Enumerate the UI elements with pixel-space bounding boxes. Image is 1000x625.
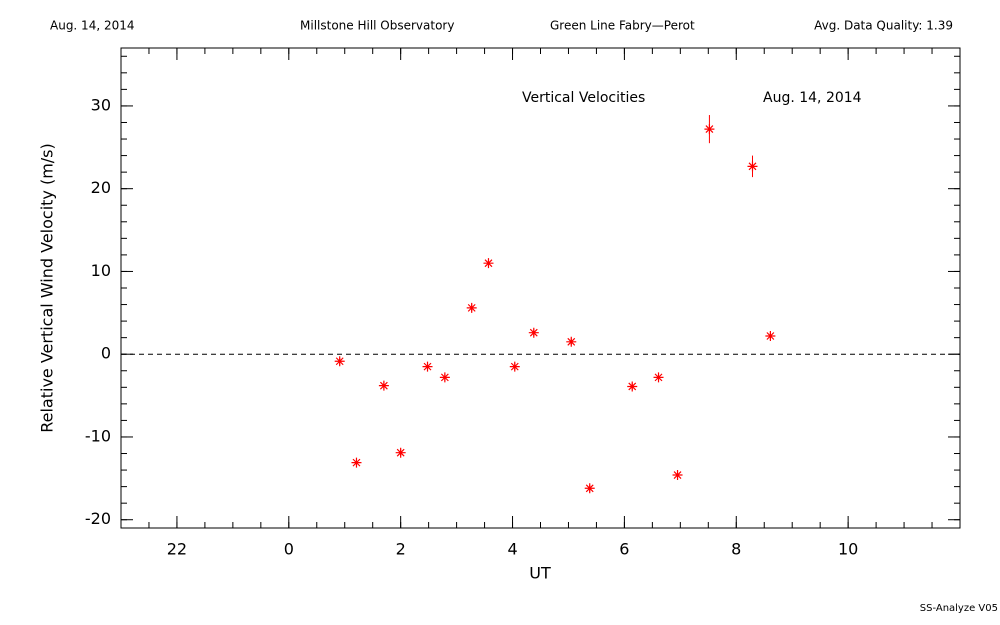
chart-title: Vertical Velocities <box>522 90 645 106</box>
y-tick-label: 20 <box>91 178 111 197</box>
data-point <box>747 161 758 172</box>
data-point <box>422 361 433 372</box>
data-point <box>627 381 638 392</box>
x-tick-label: 6 <box>619 540 629 559</box>
data-point <box>584 483 595 494</box>
x-tick-label: 4 <box>507 540 517 559</box>
x-tick-label: 22 <box>167 540 187 559</box>
header-quality: Avg. Data Quality: 1.39 <box>814 19 953 33</box>
y-tick-label: 0 <box>101 344 111 363</box>
data-point <box>395 447 406 458</box>
data-point <box>672 470 683 481</box>
y-tick-label: 30 <box>91 95 111 114</box>
data-point <box>704 124 715 135</box>
data-point <box>483 258 494 269</box>
data-point <box>528 327 539 338</box>
y-tick-label: 10 <box>91 261 111 280</box>
data-point <box>466 302 477 313</box>
data-point <box>351 457 362 468</box>
data-point <box>509 361 520 372</box>
header-instrument: Green Line Fabry—Perot <box>550 19 695 33</box>
footer: SS-Analyze V05 <box>920 603 998 614</box>
data-point <box>378 380 389 391</box>
y-tick-label: -10 <box>85 426 111 445</box>
header-observatory: Millstone Hill Observatory <box>300 19 454 33</box>
x-tick-label: 2 <box>396 540 406 559</box>
x-tick-label: 0 <box>284 540 294 559</box>
data-point <box>334 356 345 367</box>
data-point <box>439 372 450 383</box>
x-tick-label: 8 <box>731 540 741 559</box>
y-tick-label: -20 <box>85 509 111 528</box>
data-point <box>566 336 577 347</box>
data-point <box>653 372 664 383</box>
header-date: Aug. 14, 2014 <box>50 19 135 33</box>
x-axis-label: UT <box>529 564 551 583</box>
x-tick-label: 10 <box>838 540 858 559</box>
data-point <box>765 331 776 341</box>
y-axis-label: Relative Vertical Wind Velocity (m/s) <box>38 143 57 433</box>
chart-subtitle: Aug. 14, 2014 <box>763 90 862 106</box>
